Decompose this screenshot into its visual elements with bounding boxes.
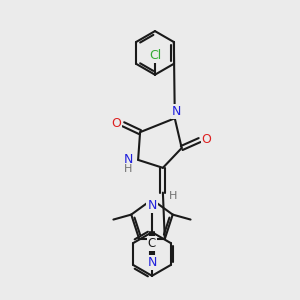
Text: C: C xyxy=(148,237,156,250)
Text: H: H xyxy=(124,164,132,174)
Text: O: O xyxy=(111,117,121,130)
Text: O: O xyxy=(202,133,212,146)
Text: N: N xyxy=(147,199,157,212)
Text: H: H xyxy=(169,190,177,201)
Text: N: N xyxy=(147,256,157,269)
Text: N: N xyxy=(124,153,133,167)
Text: N: N xyxy=(172,105,182,118)
Text: Cl: Cl xyxy=(149,50,161,62)
